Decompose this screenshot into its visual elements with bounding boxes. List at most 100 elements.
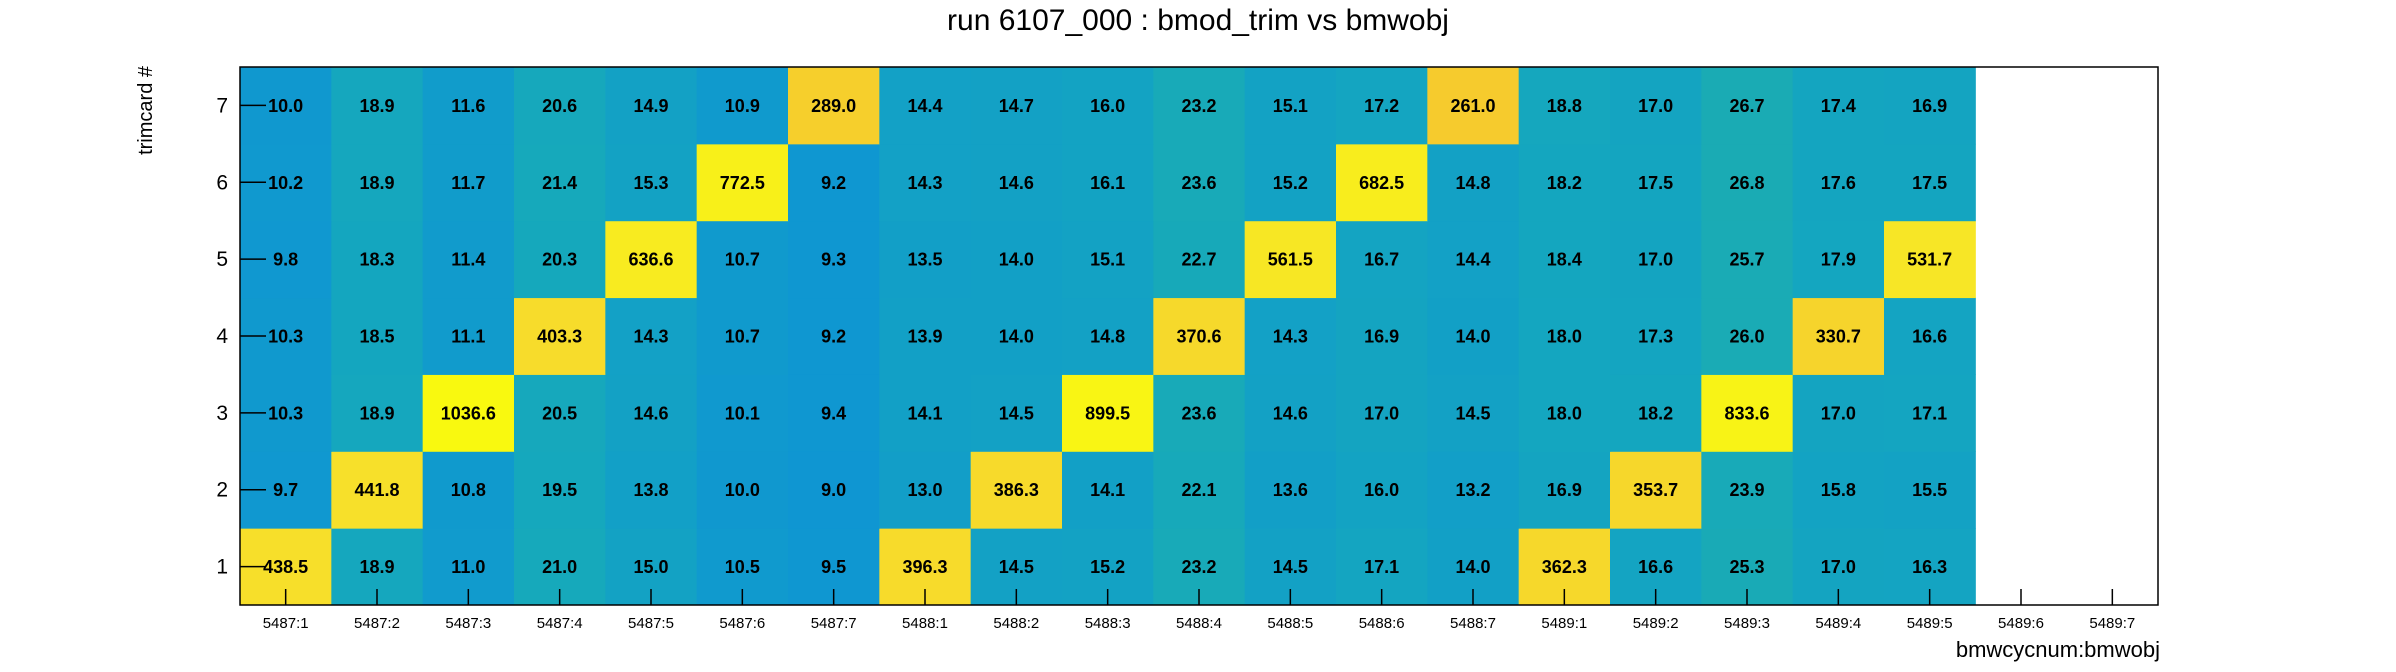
heatmap-cell — [1336, 67, 1428, 145]
cell-value-label: 14.0 — [1455, 327, 1490, 347]
cell-value-label: 14.4 — [1455, 250, 1490, 270]
x-tick-label: 5488:5 — [1267, 615, 1313, 632]
x-tick-label: 5489:6 — [1998, 615, 2044, 632]
cell-value-label: 13.8 — [633, 480, 668, 500]
cell-value-label: 18.9 — [359, 557, 394, 577]
cell-value-label: 10.5 — [725, 557, 760, 577]
heatmap-cell — [788, 220, 880, 299]
heatmap-cell — [422, 67, 515, 145]
x-tick-label: 5487:3 — [445, 615, 491, 632]
x-tick-label: 5489:2 — [1633, 615, 1679, 632]
cell-value-label: 10.0 — [268, 96, 303, 116]
cell-value-label: 441.8 — [354, 480, 399, 500]
cell-value-label: 14.8 — [1090, 327, 1125, 347]
cell-value-label: 11.7 — [451, 173, 485, 193]
heatmap-cell — [788, 451, 880, 529]
x-tick-label: 5487:4 — [537, 615, 583, 632]
heatmap-cell — [879, 67, 972, 145]
heatmap-cell — [970, 297, 1063, 375]
cell-value-label: 10.2 — [268, 173, 303, 193]
cell-value-label: 438.5 — [263, 557, 308, 577]
cell-value-label: 11.0 — [451, 557, 485, 577]
cell-value-label: 17.0 — [1821, 557, 1856, 577]
heatmap-cell — [1153, 297, 1246, 375]
cell-value-label: 14.6 — [633, 403, 668, 423]
heatmap-cell — [696, 143, 789, 222]
heatmap-cell — [1518, 451, 1611, 529]
heatmap-cell — [879, 451, 972, 529]
cell-value-label: 26.8 — [1729, 173, 1764, 193]
heatmap-cell — [1610, 143, 1702, 222]
cell-value-label: 15.8 — [1821, 480, 1856, 500]
heatmap-cell — [1336, 297, 1428, 375]
heatmap-cell — [331, 67, 424, 145]
cell-value-label: 17.6 — [1821, 173, 1856, 193]
heatmap-cell — [1610, 297, 1702, 375]
heatmap-cell — [970, 374, 1063, 452]
cell-value-label: 261.0 — [1450, 96, 1495, 116]
heatmap-cell — [1701, 143, 1794, 222]
heatmap-cell — [1792, 67, 1885, 145]
y-axis-ticks: 1 2 3 4 5 6 7 — [216, 94, 266, 579]
cell-value-label: 26.0 — [1729, 327, 1764, 347]
cell-value-label: 13.0 — [907, 480, 942, 500]
cell-value-label: 18.2 — [1547, 173, 1582, 193]
heatmap-cell — [1518, 297, 1611, 375]
cell-value-label: 531.7 — [1907, 250, 1952, 270]
cell-value-label: 17.0 — [1821, 403, 1856, 423]
cell-value-label: 17.0 — [1364, 403, 1399, 423]
cell-value-label: 19.5 — [542, 480, 577, 500]
cell-value-label: 16.1 — [1090, 173, 1125, 193]
cell-value-label: 396.3 — [902, 557, 947, 577]
cell-value-label: 17.2 — [1364, 96, 1399, 116]
heatmap-cell — [696, 67, 789, 145]
x-tick-label: 5489:3 — [1724, 615, 1770, 632]
cell-value-label: 1036.6 — [441, 403, 496, 423]
cell-value-label: 18.9 — [359, 96, 394, 116]
heatmap-cell — [1792, 451, 1885, 529]
cell-value-label: 9.3 — [821, 250, 846, 270]
heatmap-cell — [696, 374, 789, 452]
heatmap-cell — [1062, 374, 1154, 452]
cell-value-label: 772.5 — [720, 173, 765, 193]
heatmap-cell — [605, 220, 698, 299]
cell-value-label: 18.8 — [1547, 96, 1582, 116]
cell-value-label: 13.9 — [907, 327, 942, 347]
cell-value-label: 10.7 — [725, 250, 760, 270]
y-tick-label: 7 — [216, 94, 228, 117]
x-axis-label: bmwcycnum:bmwobj — [1956, 637, 2160, 662]
cell-value-label: 14.5 — [1455, 403, 1490, 423]
chart-title: run 6107_000 : bmod_trim vs bmwobj — [947, 4, 1449, 37]
cell-value-label: 14.7 — [999, 96, 1034, 116]
heatmap-cell — [1244, 143, 1337, 222]
cell-value-label: 16.0 — [1364, 480, 1399, 500]
cell-value-label: 289.0 — [811, 96, 856, 116]
cell-value-label: 18.5 — [359, 327, 394, 347]
cell-value-label: 14.0 — [1455, 557, 1490, 577]
cell-value-label: 11.4 — [451, 250, 485, 270]
heatmap-cell — [879, 220, 972, 299]
heatmap-cell — [1884, 143, 1976, 222]
cell-value-label: 17.0 — [1638, 250, 1673, 270]
heatmap-cell — [514, 451, 606, 529]
cell-value-label: 20.6 — [542, 96, 577, 116]
cell-value-label: 15.1 — [1273, 96, 1308, 116]
cell-value-label: 17.3 — [1638, 327, 1673, 347]
cell-value-label: 11.6 — [451, 96, 485, 116]
cell-value-label: 353.7 — [1633, 480, 1678, 500]
heatmap-cell — [1701, 297, 1794, 375]
x-tick-label: 5488:3 — [1085, 615, 1131, 632]
y-tick-label: 5 — [216, 248, 228, 271]
x-axis-ticks: 5487:1 5487:2 5487:3 5487:4 5487:5 5487:6 5487… — [263, 589, 2135, 632]
heatmap-cell — [422, 220, 515, 299]
cell-value-label: 17.1 — [1912, 403, 1947, 423]
heatmap-cell — [1701, 374, 1794, 452]
cell-value-label: 833.6 — [1724, 403, 1769, 423]
cell-value-label: 26.7 — [1729, 96, 1764, 116]
x-tick-label: 5487:5 — [628, 615, 674, 632]
heatmap-cell — [605, 143, 698, 222]
heatmap-cell — [1610, 374, 1702, 452]
heatmap-cell — [331, 374, 424, 452]
heatmap-cell — [1153, 67, 1246, 145]
heatmap-cell — [605, 374, 698, 452]
